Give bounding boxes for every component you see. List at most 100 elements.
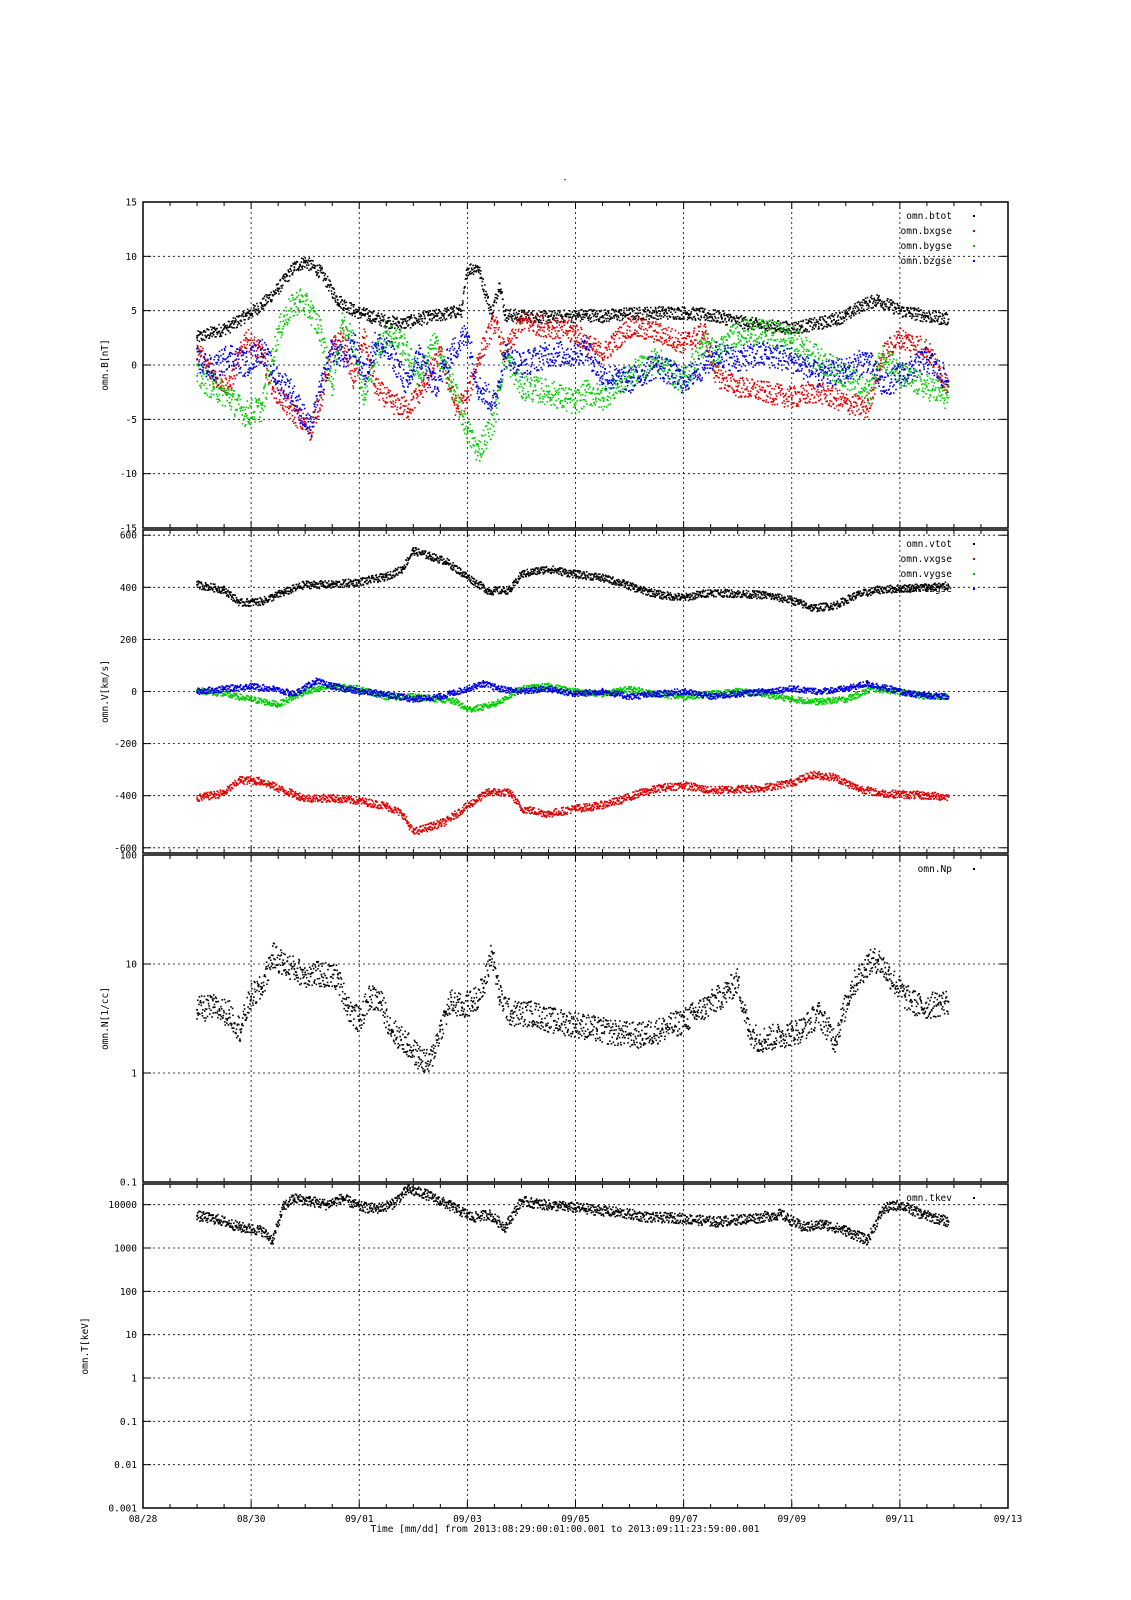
data-dot <box>556 319 559 322</box>
data-dot <box>222 387 225 390</box>
data-dot <box>267 369 269 372</box>
data-dot <box>589 320 592 323</box>
data-dot <box>865 405 868 407</box>
data-dot <box>801 326 804 328</box>
data-dot <box>716 371 719 374</box>
data-dot <box>618 311 620 313</box>
data-dot <box>808 320 811 322</box>
data-point <box>331 385 334 388</box>
data-dot <box>339 301 342 303</box>
data-dot <box>480 342 483 344</box>
data-dot <box>910 341 912 344</box>
data-dot <box>446 376 449 379</box>
data-dot <box>304 420 306 423</box>
data-dot <box>404 337 406 339</box>
data-dot <box>579 315 581 317</box>
data-dot <box>229 393 232 396</box>
data-dot <box>431 373 433 376</box>
data-dot <box>639 335 642 337</box>
data-dot <box>805 322 808 324</box>
data-dot <box>589 335 592 338</box>
data-dot <box>794 324 797 327</box>
data-dot <box>262 392 264 394</box>
data-dot <box>409 409 412 411</box>
data-dot <box>412 397 415 399</box>
data-dot <box>368 378 371 381</box>
data-dot <box>305 422 307 424</box>
data-dot <box>542 315 544 318</box>
data-dot <box>259 416 261 418</box>
data-dot <box>690 312 692 315</box>
data-dot <box>340 324 343 327</box>
data-dot <box>494 293 497 296</box>
data-dot <box>508 361 510 363</box>
data-dot <box>804 327 807 330</box>
data-dot <box>443 312 446 315</box>
data-dot <box>521 309 524 312</box>
data-dot <box>502 378 504 381</box>
data-dot <box>791 322 793 325</box>
data-dot <box>728 385 730 388</box>
data-dot <box>404 358 407 361</box>
data-dot <box>295 298 297 300</box>
data-dot <box>475 271 478 273</box>
data-dot <box>914 319 917 321</box>
data-dot <box>503 357 505 359</box>
data-dot <box>441 348 444 351</box>
data-dot <box>521 397 524 400</box>
data-dot <box>297 307 300 310</box>
data-dot <box>445 377 447 380</box>
data-dot <box>325 278 328 280</box>
data-dot <box>437 355 440 357</box>
data-dot <box>694 309 696 312</box>
data-dot <box>300 427 303 430</box>
data-dot <box>427 379 430 381</box>
data-dot <box>389 341 391 344</box>
data-dot <box>856 410 858 412</box>
data-dot <box>396 324 399 327</box>
data-dot <box>346 311 348 314</box>
data-dot <box>740 314 743 317</box>
data-dot <box>866 416 869 418</box>
data-dot <box>645 337 647 340</box>
data-dot <box>636 312 638 315</box>
data-dot <box>682 343 684 346</box>
data-dot <box>879 368 881 370</box>
data-dot <box>396 337 398 340</box>
data-dot <box>527 393 530 396</box>
data-dot <box>235 319 237 321</box>
data-dot <box>257 308 260 310</box>
data-dot <box>831 313 834 315</box>
data-dot <box>825 390 828 392</box>
data-dot <box>922 316 925 318</box>
data-dot <box>230 389 233 391</box>
data-dot <box>903 342 906 344</box>
data-dot <box>741 376 744 379</box>
data-dot <box>407 359 410 362</box>
data-dot <box>634 332 637 335</box>
data-dot <box>611 348 614 351</box>
data-dot <box>518 391 521 394</box>
data-dot <box>495 407 498 409</box>
data-dot <box>647 309 649 311</box>
data-dot <box>326 275 329 278</box>
data-dot <box>858 312 861 314</box>
data-dot <box>849 400 852 403</box>
data-dot <box>686 311 688 314</box>
data-dot <box>867 307 870 309</box>
data-dot <box>762 321 765 323</box>
data-dot <box>582 335 585 337</box>
data-dot <box>223 390 226 392</box>
data-dot <box>797 405 800 407</box>
data-dot <box>220 379 223 382</box>
data-dot <box>247 318 250 320</box>
data-dot <box>515 317 517 320</box>
data-dot <box>494 332 497 334</box>
data-dot <box>568 310 571 312</box>
data-dot <box>276 339 279 342</box>
data-dot <box>371 322 373 324</box>
data-dot <box>345 339 347 342</box>
data-dot <box>867 302 869 305</box>
data-dot <box>828 404 831 407</box>
data-dot <box>513 318 516 320</box>
